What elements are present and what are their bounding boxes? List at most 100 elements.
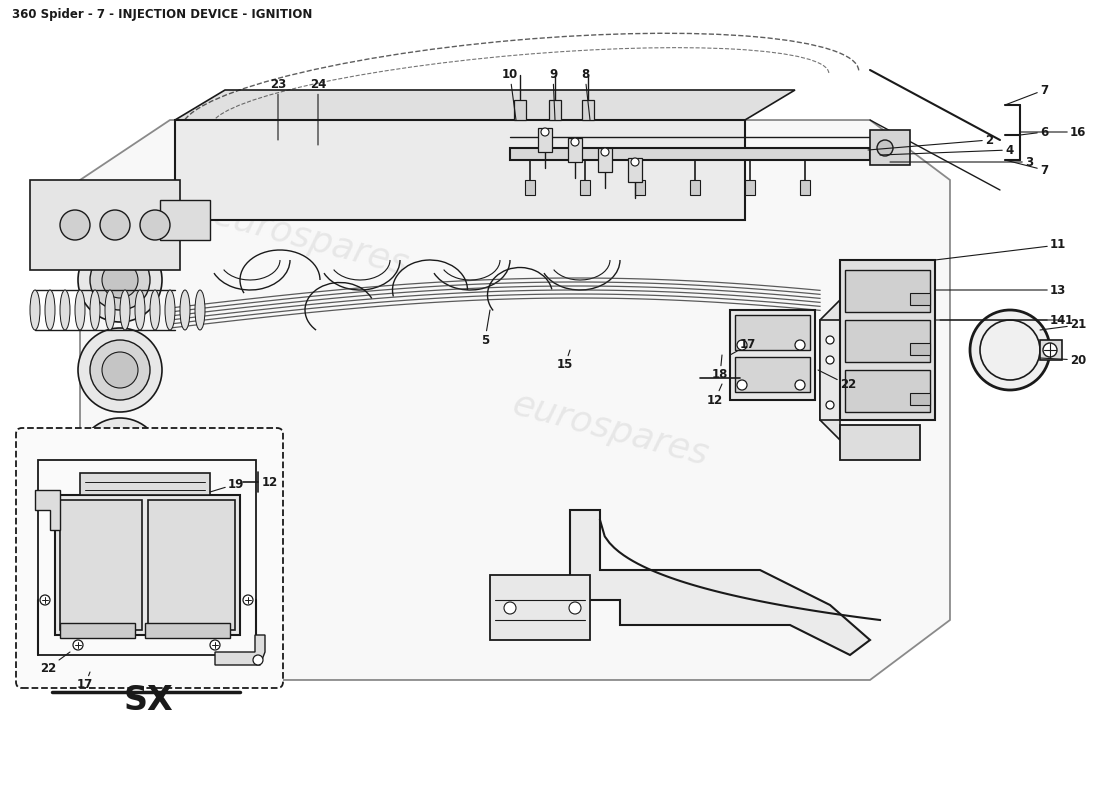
Polygon shape (175, 90, 795, 120)
Bar (60, 623, 135, 638)
Text: 2: 2 (868, 134, 993, 150)
Bar (568, 138, 582, 162)
Bar (30, 180, 180, 270)
Bar (490, 575, 590, 640)
Bar (910, 293, 930, 305)
Circle shape (253, 655, 263, 665)
Polygon shape (570, 510, 870, 655)
Bar (910, 343, 930, 355)
Circle shape (737, 340, 747, 350)
Text: 21: 21 (1040, 318, 1087, 331)
Text: 14: 14 (935, 314, 1066, 326)
Bar (580, 180, 590, 195)
Bar (525, 180, 535, 195)
Text: 3: 3 (890, 155, 1033, 169)
Circle shape (90, 250, 150, 310)
Text: 18: 18 (712, 355, 728, 382)
Bar (628, 158, 642, 182)
Circle shape (504, 602, 516, 614)
Circle shape (826, 401, 834, 409)
Text: 22: 22 (40, 652, 70, 674)
Text: 15: 15 (557, 350, 573, 371)
Ellipse shape (104, 290, 116, 330)
Bar (55, 495, 240, 635)
Ellipse shape (180, 290, 190, 330)
Polygon shape (80, 120, 950, 680)
Text: 1: 1 (940, 314, 1074, 326)
Text: 20: 20 (1040, 354, 1087, 366)
Text: 17: 17 (730, 338, 757, 355)
Polygon shape (214, 635, 265, 665)
Text: 7: 7 (1005, 160, 1048, 177)
Ellipse shape (90, 290, 100, 330)
Bar (690, 180, 700, 195)
Text: 12: 12 (262, 475, 278, 489)
Text: 19: 19 (210, 478, 244, 492)
Bar (845, 320, 930, 362)
Bar (514, 100, 526, 120)
Bar (148, 500, 235, 630)
Ellipse shape (30, 290, 40, 330)
Circle shape (90, 340, 150, 400)
Bar (845, 270, 930, 312)
Circle shape (970, 310, 1050, 390)
Text: eurospares: eurospares (508, 387, 712, 473)
Circle shape (569, 602, 581, 614)
Bar (538, 128, 552, 152)
Ellipse shape (195, 290, 205, 330)
Ellipse shape (120, 290, 130, 330)
Text: 22: 22 (818, 370, 856, 391)
Circle shape (90, 430, 150, 490)
Bar (910, 393, 930, 405)
Circle shape (140, 210, 170, 240)
Circle shape (243, 595, 253, 605)
Bar (745, 180, 755, 195)
Circle shape (601, 148, 609, 156)
Bar (730, 310, 815, 400)
Text: 10: 10 (502, 69, 518, 120)
Ellipse shape (150, 290, 160, 330)
Circle shape (100, 210, 130, 240)
Text: 23: 23 (270, 78, 286, 140)
Bar (175, 120, 745, 220)
Bar (800, 180, 810, 195)
Polygon shape (35, 490, 60, 530)
Circle shape (60, 210, 90, 240)
Text: 12: 12 (707, 384, 723, 406)
Ellipse shape (165, 290, 175, 330)
Ellipse shape (135, 290, 145, 330)
Bar (735, 315, 810, 350)
Text: eurospares: eurospares (208, 198, 412, 282)
Circle shape (631, 158, 639, 166)
Text: SX: SX (123, 683, 173, 717)
Bar (870, 130, 910, 165)
Bar (735, 357, 810, 392)
Bar (840, 425, 920, 460)
Circle shape (210, 640, 220, 650)
Circle shape (737, 380, 747, 390)
Bar (39, 460, 256, 655)
Bar (510, 148, 870, 160)
Text: 360 Spider - 7 - INJECTION DEVICE - IGNITION: 360 Spider - 7 - INJECTION DEVICE - IGNI… (12, 8, 312, 21)
Text: 13: 13 (935, 283, 1066, 297)
Text: 24: 24 (310, 78, 327, 145)
Bar (582, 100, 594, 120)
Bar (1040, 340, 1062, 360)
Bar (145, 623, 230, 638)
FancyBboxPatch shape (16, 428, 283, 688)
Circle shape (40, 595, 49, 605)
Text: 9: 9 (549, 69, 557, 120)
Text: 16: 16 (1020, 126, 1087, 138)
Circle shape (102, 262, 138, 298)
Text: 6: 6 (1020, 126, 1048, 138)
Ellipse shape (60, 290, 70, 330)
Text: 7: 7 (1005, 83, 1048, 105)
Circle shape (78, 418, 162, 502)
Circle shape (73, 640, 82, 650)
Bar (598, 148, 612, 172)
Circle shape (826, 356, 834, 364)
Circle shape (877, 140, 893, 156)
Bar (160, 200, 210, 240)
Circle shape (826, 336, 834, 344)
Ellipse shape (45, 290, 55, 330)
